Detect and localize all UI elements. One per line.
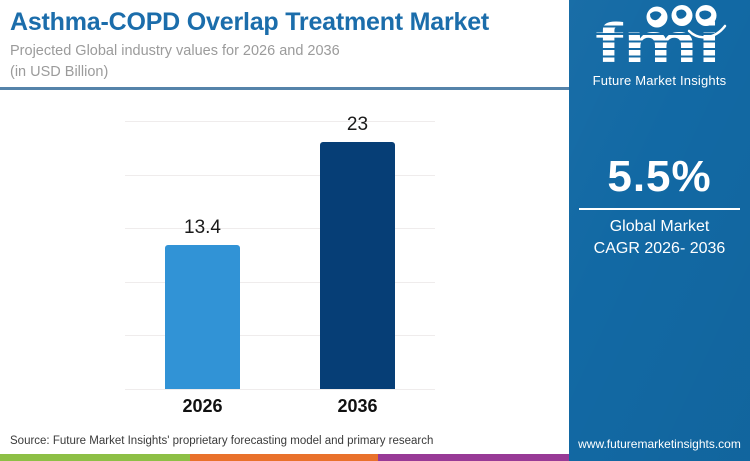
source-note: Source: Future Market Insights' propriet…: [10, 435, 434, 447]
fmi-logo-graphic: fmi: [595, 5, 726, 74]
europe-africa-globe-icon: [671, 5, 692, 26]
gridline: [125, 174, 435, 176]
page-title: Asthma-COPD Overlap Treatment Market: [10, 8, 490, 36]
cagr-label-line-1: Global Market: [609, 218, 710, 235]
asia-pacific-globe-icon: [695, 5, 716, 26]
header-divider: [0, 87, 569, 90]
cagr-label: Global Market CAGR 2026- 2036: [569, 216, 750, 260]
website-link[interactable]: www.futuremarketinsights.com: [578, 437, 741, 451]
value-label: 13.4: [184, 217, 221, 239]
fmi-logo: fmi Future Market Insights: [569, 5, 750, 88]
stripe-green-segment: [0, 454, 190, 461]
stripe-purple-segment: [378, 454, 569, 461]
gridline: [125, 281, 435, 283]
cagr-label-line-2: CAGR 2026- 2036: [593, 240, 726, 257]
fmi-logo-word: fmi: [595, 11, 721, 67]
footer-color-stripe: [0, 454, 569, 461]
cagr-value: 5.5%: [607, 152, 712, 201]
x-axis-label: 2036: [337, 396, 378, 416]
fmi-logo-name: Future Market Insights: [592, 73, 727, 88]
gridline: [125, 335, 435, 337]
subtitle-line-1: Projected Global industry values for 202…: [10, 43, 340, 59]
gridline: [125, 121, 435, 122]
bar-2026: [165, 245, 240, 389]
subtitle: Projected Global industry values for 202…: [10, 41, 560, 83]
bar-2036: [320, 142, 395, 389]
logo-swoosh: [687, 24, 726, 39]
gridline: [125, 389, 435, 390]
stripe-orange-segment: [190, 454, 378, 461]
x-axis-label: 2026: [182, 396, 223, 416]
americas-globe-icon: [646, 6, 667, 28]
brand-panel: fmi Future Market Insights 5.5% Global M…: [569, 0, 750, 461]
value-label: 23: [346, 114, 369, 136]
bar-chart: 13.4 2026 23 2036: [125, 114, 435, 416]
subtitle-line-2: (in USD Billion): [10, 64, 109, 80]
header: Asthma-COPD Overlap Treatment Market Pro…: [10, 8, 560, 83]
cagr-divider: [579, 208, 740, 210]
gridline: [125, 228, 435, 230]
